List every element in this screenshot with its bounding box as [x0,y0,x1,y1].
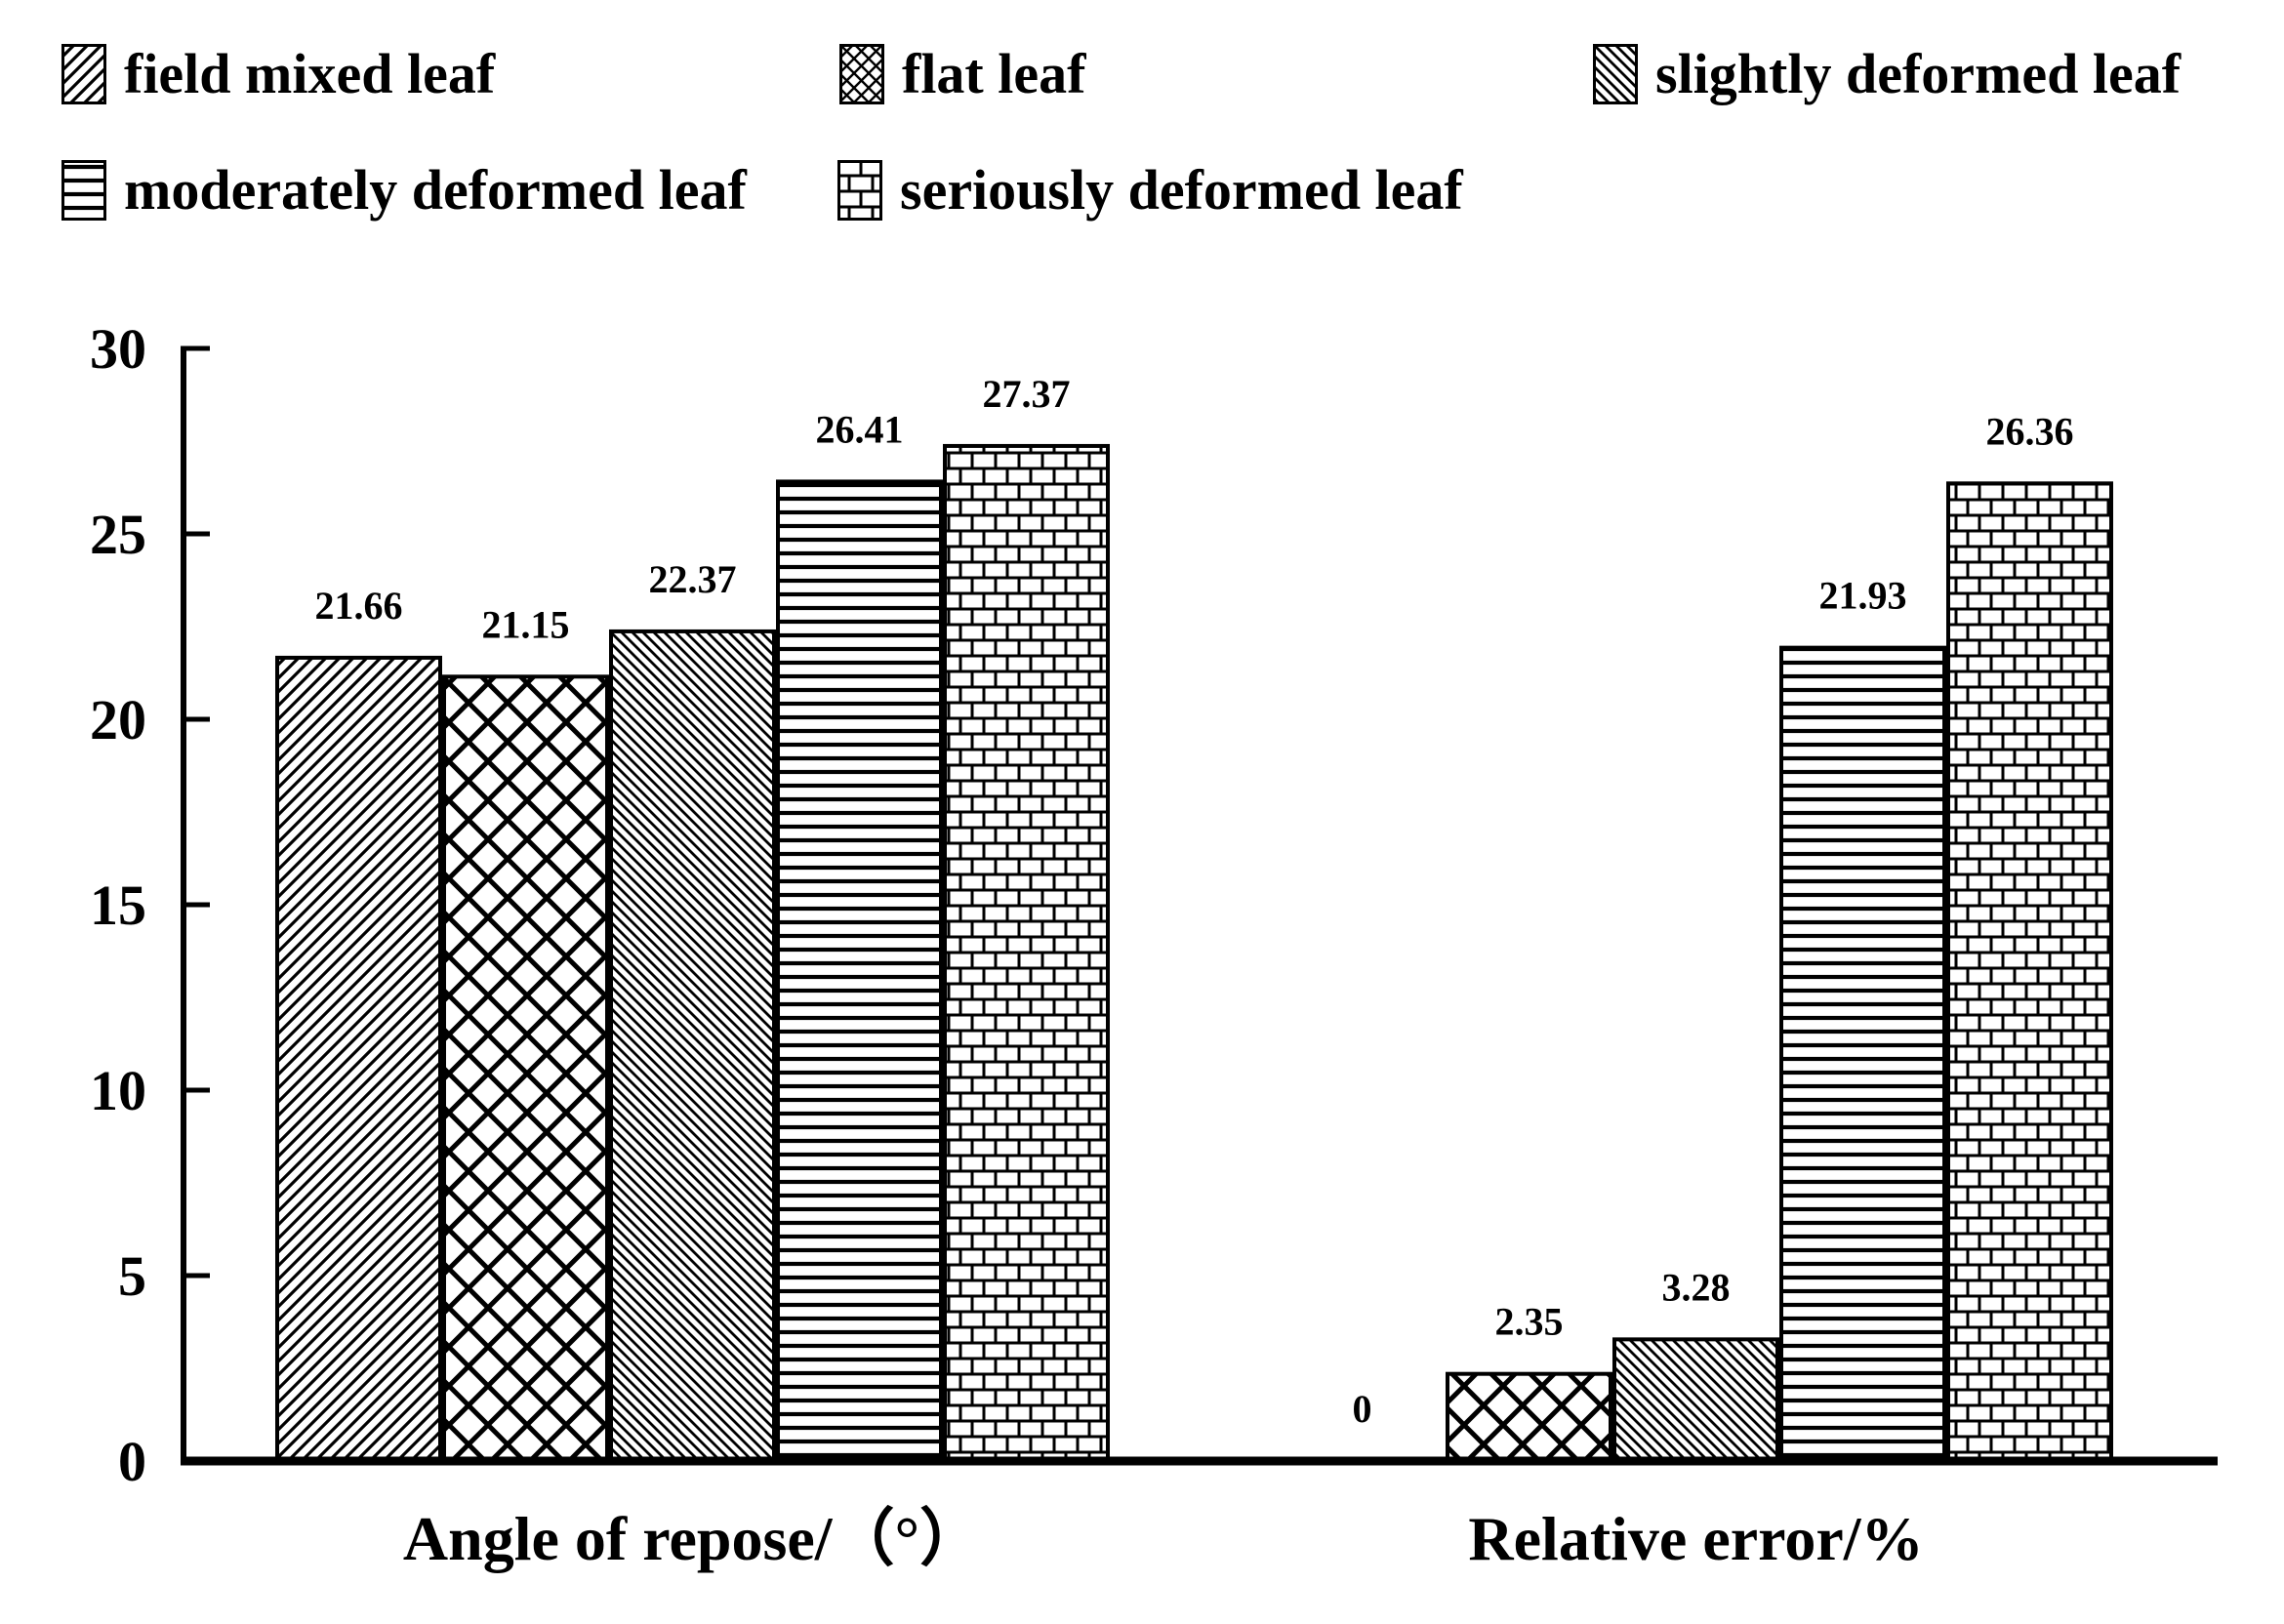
bar-diagonal-backward-group1 [609,629,776,1463]
legend-item-flat-leaf: flat leaf [839,44,1085,104]
bar-value-label: 21.93 [1819,574,1907,618]
legend-item-slightly-deformed-leaf: slightly deformed leaf [1593,44,2181,104]
crosshatch-pattern-swatch [839,44,884,104]
bar-value-label: 27.37 [983,372,1071,416]
bar-crosshatch-group1 [442,674,609,1463]
legend-item-seriously-deformed-leaf: seriously deformed leaf [837,160,1463,221]
legend-label: slightly deformed leaf [1655,42,2182,105]
bar-value-label: 26.36 [1986,409,2074,453]
bar-brick-group2 [1946,481,2113,1463]
y-tick-label: 5 [118,1244,146,1308]
bar-value-label: 2.35 [1495,1300,1564,1344]
horizontal-lines-pattern-swatch [61,160,106,221]
category-label: Relative error/% [1468,1504,1923,1573]
bar-value-label: 21.15 [482,602,570,646]
bar-value-label: 21.66 [315,584,403,628]
legend-item-field-mixed-leaf: field mixed leaf [61,44,495,104]
bar-value-label: 3.28 [1662,1265,1731,1309]
legend-item-moderately-deformed-leaf: moderately deformed leaf [61,160,747,221]
bar-diagonal-backward-group2 [1612,1337,1779,1463]
y-tick-label: 0 [118,1430,146,1493]
y-tick-label: 20 [90,688,146,751]
legend-label: seriously deformed leaf [900,158,1463,222]
bar-diagonal-forward-group1 [275,655,442,1463]
brick-pattern-swatch [837,160,882,221]
bar-horizontal-lines-group1 [776,479,943,1464]
bar-value-label: 22.37 [649,557,737,601]
legend-label: field mixed leaf [124,42,496,105]
bar-value-label: 26.41 [816,407,904,451]
y-tick-label: 25 [90,503,146,566]
diagonal-forward-pattern-swatch [61,44,106,104]
bar-crosshatch-group2 [1446,1371,1612,1463]
legend-label: flat leaf [902,42,1086,105]
legend-label: moderately deformed leaf [124,158,747,222]
bar-horizontal-lines-group2 [1779,645,1946,1463]
y-tick-label: 10 [90,1059,146,1122]
bar-brick-group1 [943,443,1110,1464]
y-tick-label: 15 [90,873,146,937]
category-label: Angle of repose/（°） [403,1504,982,1573]
diagonal-backward-pattern-swatch [1593,44,1638,104]
bar-value-label: 0 [1353,1387,1372,1431]
y-tick-label: 30 [90,317,146,381]
